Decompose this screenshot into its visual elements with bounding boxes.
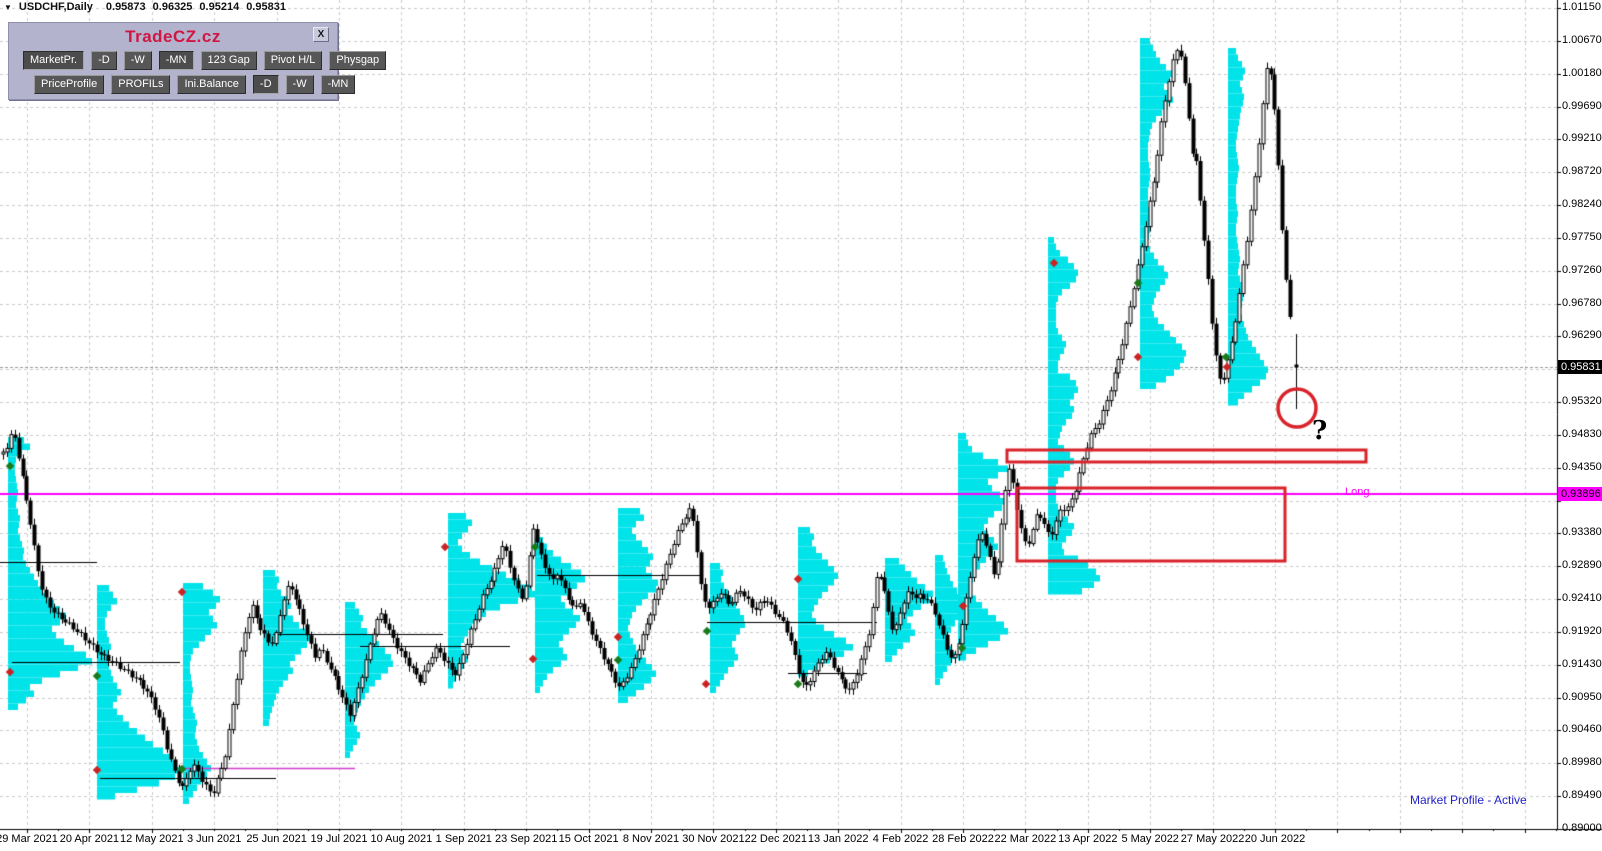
price-axis-label: 0.98720: [1562, 165, 1602, 178]
high-value: 0.96325: [152, 1, 193, 13]
symbol-period-label: USDCHF,Daily: [18, 1, 93, 13]
date-axis-label: 29 Mar 2021: [0, 833, 58, 845]
open-value: 0.95873: [105, 1, 146, 13]
price-axis-label: 0.97750: [1562, 230, 1602, 243]
panel-button--d[interactable]: -D: [91, 51, 117, 70]
panel-button--mn[interactable]: -MN: [158, 51, 194, 70]
price-axis-label: 1.00180: [1562, 66, 1602, 79]
panel-button-priceprofile[interactable]: PriceProfile: [34, 75, 105, 94]
date-axis-label: 12 May 2021: [119, 833, 184, 845]
date-axis-label: 13 Jan 2022: [807, 833, 869, 845]
price-axis-label: 0.96290: [1562, 329, 1602, 342]
date-axis-label: 19 Jul 2021: [310, 833, 368, 845]
panel-button--w[interactable]: -W: [123, 51, 152, 70]
panel-button--mn[interactable]: -MN: [320, 75, 356, 94]
long-level-badge: 0.93896: [1558, 487, 1602, 501]
panel-close-button[interactable]: X: [313, 27, 329, 42]
price-axis-label: 0.92890: [1562, 559, 1602, 572]
panel-button-physgap[interactable]: Physgap: [329, 51, 387, 70]
panel-button-123-gap[interactable]: 123 Gap: [200, 51, 257, 70]
market-profile-status: Market Profile - Active: [1410, 793, 1527, 807]
date-axis-label: 20 Apr 2021: [59, 833, 120, 845]
price-axis-label: 1.00670: [1562, 33, 1602, 46]
date-axis-label: 27 May 2022: [1180, 833, 1245, 845]
date-axis-label: 10 Aug 2021: [370, 833, 433, 845]
panel-button-ini-balance[interactable]: Ini.Balance: [177, 75, 246, 94]
date-axis-label: 20 Jun 2022: [1244, 833, 1306, 845]
price-axis-label: 0.96780: [1562, 296, 1602, 309]
price-axis-label: 0.89000: [1562, 821, 1602, 834]
panel-button-row-2: PriceProfile PROFILs Ini.Balance -D -W -MN: [34, 75, 356, 94]
date-axis-label: 25 Jun 2021: [246, 833, 307, 845]
price-axis-label: 0.95320: [1562, 395, 1602, 408]
long-line-label: Long: [1345, 486, 1370, 498]
price-axis-label: 0.94350: [1562, 460, 1602, 473]
date-axis-label: 22 Mar 2022: [994, 833, 1057, 845]
date-axis-label: 30 Nov 2021: [682, 833, 745, 845]
price-axis-label: 0.91430: [1562, 657, 1602, 670]
question-mark-annotation: ?: [1312, 416, 1328, 446]
date-axis-label: 13 Apr 2022: [1058, 833, 1118, 845]
date-axis-label: 4 Feb 2022: [872, 833, 929, 845]
low-value: 0.95214: [199, 1, 240, 13]
panel-button--d[interactable]: -D: [252, 75, 279, 94]
price-axis-label: 0.91920: [1562, 624, 1602, 637]
price-axis-label: 0.94830: [1562, 427, 1602, 440]
price-axis-label: 0.92410: [1562, 592, 1602, 605]
panel-button-pivot-h-l[interactable]: Pivot H/L: [263, 51, 323, 70]
panel-title[interactable]: TradeCZ.cz: [125, 27, 221, 46]
price-axis-label: 0.93380: [1562, 526, 1602, 539]
date-axis-label: 15 Oct 2021: [558, 833, 619, 845]
price-axis-label: 0.99690: [1562, 99, 1602, 112]
date-axis-label: 28 Feb 2022: [932, 833, 994, 845]
bid-price-badge: 0.95831: [1558, 360, 1602, 375]
date-axis-label: 5 May 2022: [1121, 833, 1179, 845]
price-axis-label: 0.98240: [1562, 198, 1602, 211]
panel-button-row-1: MarketPr. -D -W -MN 123 Gap Pivot H/L Physgap: [23, 51, 387, 70]
date-axis-label: 1 Sep 2021: [435, 833, 492, 845]
date-axis-label: 8 Nov 2021: [622, 833, 680, 845]
price-axis-label: 0.99210: [1562, 132, 1602, 145]
ohlc-header: ▼ USDCHF,Daily 0.95873 0.96325 0.95214 0…: [4, 1, 286, 13]
price-axis-label: 1.01150: [1562, 1, 1601, 13]
panel-button--w[interactable]: -W: [285, 75, 314, 94]
price-axis-label: 0.89980: [1562, 756, 1602, 769]
tradecz-panel: TradeCZ.cz X MarketPr. -D -W -MN 123 Gap Pivo…: [8, 22, 387, 100]
price-axis-label: 0.97260: [1562, 263, 1602, 276]
panel-button-marketpr-[interactable]: MarketPr.: [23, 51, 85, 70]
date-axis-label: 23 Sep 2021: [494, 833, 558, 845]
price-axis-label: 0.89490: [1562, 789, 1602, 802]
date-axis-label: 3 Jun 2021: [186, 833, 242, 845]
price-axis-label: 0.90460: [1562, 723, 1602, 736]
close-value: 0.95831: [246, 1, 286, 13]
date-axis-label: 22 Dec 2021: [744, 833, 807, 845]
symbol-dropdown-icon[interactable]: ▼: [4, 2, 12, 12]
price-axis-label: 0.90950: [1562, 690, 1602, 703]
panel-button-profils[interactable]: PROFILs: [111, 75, 171, 94]
